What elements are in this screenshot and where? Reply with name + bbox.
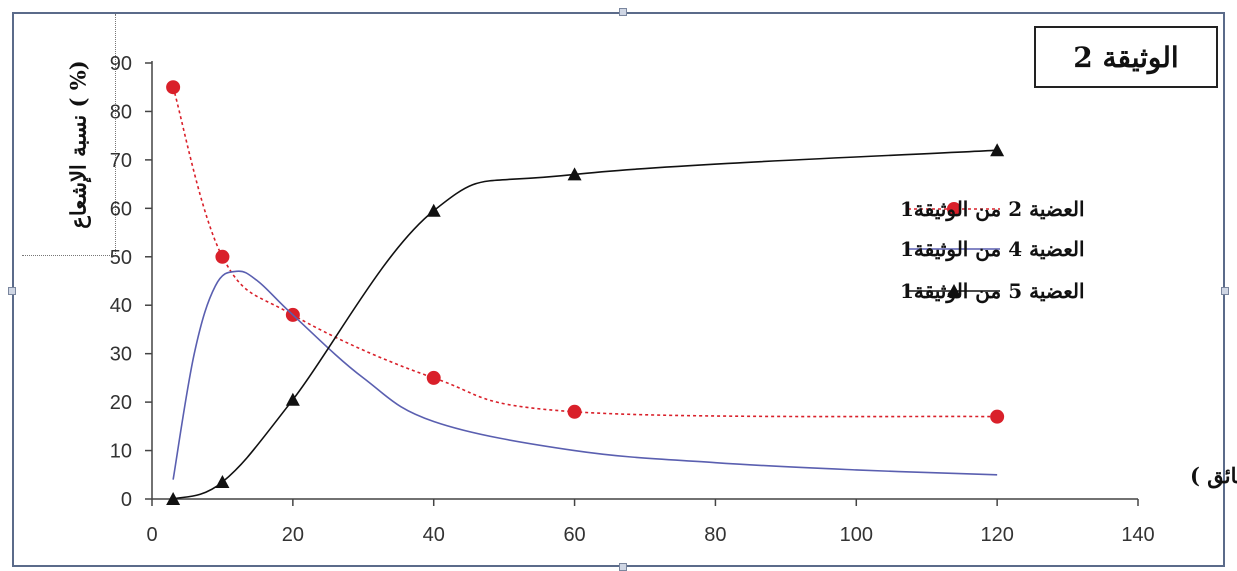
resize-handle-left[interactable] [8, 287, 16, 295]
y-tick-label: 50 [110, 247, 132, 269]
y-tick-label: 0 [121, 489, 132, 511]
series-1-line [172, 86, 998, 418]
series-3-point [215, 475, 230, 489]
y-tick-label: 20 [110, 392, 132, 414]
legend-label-1: العضية 2 من الوثيقة1 [900, 197, 1085, 222]
series-1-point [567, 404, 582, 419]
series-3-point [567, 167, 582, 181]
series-3-point [285, 392, 300, 406]
series-1-point [990, 409, 1005, 424]
x-tick-label: 120 [980, 524, 1013, 546]
x-tick-label: 40 [423, 524, 445, 546]
resize-handle-right[interactable] [1221, 287, 1229, 295]
series-1-point [215, 249, 230, 264]
x-tick-label: 0 [146, 524, 157, 546]
legend-label-2: العضية 4 من الوثيقة1 [900, 237, 1085, 262]
y-tick-label: 60 [110, 198, 132, 220]
x-tick-label: 20 [282, 524, 304, 546]
x-tick-label: 80 [704, 524, 726, 546]
series-1-point [426, 370, 441, 385]
y-tick-label: 70 [110, 150, 132, 172]
y-tick-label: 80 [110, 101, 132, 123]
y-tick-label: 30 [110, 344, 132, 366]
resize-handle-top[interactable] [619, 8, 627, 16]
series-1-point [166, 80, 181, 95]
series-3-point [426, 203, 441, 217]
y-axis-title-box: نسبة الإشعاع ( %) [22, 14, 116, 256]
legend-label-3: العضية 5 من الوثيقة1 [900, 279, 1085, 304]
series-2-line [172, 270, 998, 480]
document-label: الوثيقة 2 [1034, 26, 1218, 88]
y-tick-label: 10 [110, 441, 132, 463]
legend-marker-1 [947, 202, 961, 216]
x-tick-label: 100 [840, 524, 873, 546]
series-3-point [990, 143, 1005, 157]
legend-marker-3 [947, 284, 961, 297]
y-tick-label: 40 [110, 295, 132, 317]
x-tick-label: 60 [563, 524, 585, 546]
y-tick-label: 90 [110, 53, 132, 75]
x-tick-label: 140 [1121, 524, 1154, 546]
series-3-line [172, 149, 998, 500]
x-axis-title: الزمن ( دقائق ) [1190, 463, 1237, 489]
series-3-point [166, 492, 181, 505]
